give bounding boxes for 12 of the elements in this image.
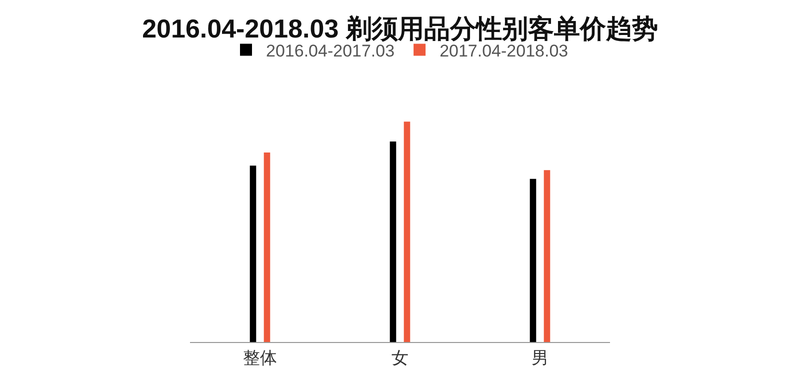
x-tick-label: 男 xyxy=(532,348,548,368)
legend-label: 2017.04-2018.03 xyxy=(440,41,568,60)
x-tick-label: 整体 xyxy=(243,348,277,368)
bar xyxy=(544,170,550,342)
legend-label: 2016.04-2017.03 xyxy=(266,41,395,60)
chart-title: 2016.04-2018.03 剃须用品分性别客单价趋势 xyxy=(142,14,658,44)
bar xyxy=(390,141,396,342)
bar xyxy=(264,152,270,342)
x-tick-label: 女 xyxy=(392,348,408,368)
bar xyxy=(250,166,256,342)
bar xyxy=(404,122,410,342)
bar xyxy=(530,178,536,342)
